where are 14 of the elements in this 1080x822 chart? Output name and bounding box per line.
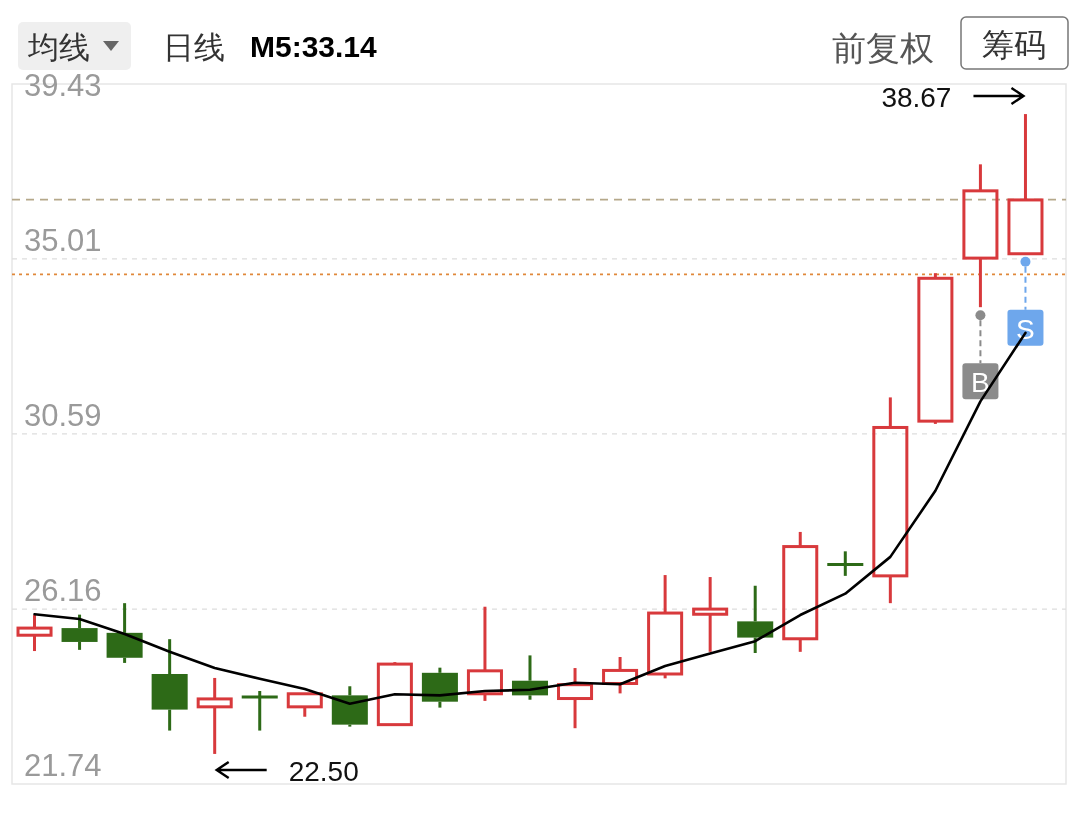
y-tick-label: 26.16 — [24, 573, 102, 609]
annotation: 38.67 — [881, 82, 952, 113]
text: 前复权 — [832, 29, 934, 67]
text: 日线 — [163, 30, 225, 65]
annotation: B — [971, 367, 990, 399]
text: 均线 — [27, 30, 90, 65]
text: M5:33.14 — [250, 30, 378, 63]
text: 筹码 — [982, 27, 1046, 63]
y-tick-label: 30.59 — [24, 397, 102, 433]
y-tick-label: 35.01 — [24, 222, 102, 258]
y-tick-label: 39.43 — [24, 68, 102, 103]
annotation: 22.50 — [288, 755, 359, 787]
annotation: S — [1016, 313, 1035, 345]
y-tick-label: 21.74 — [24, 748, 102, 783]
